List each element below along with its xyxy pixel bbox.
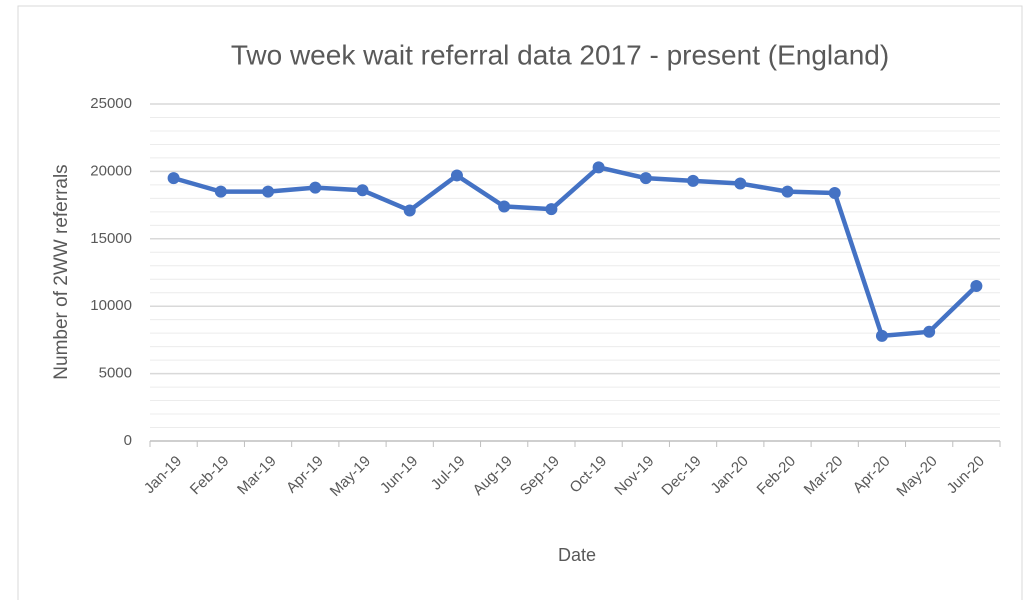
data-point [450, 169, 463, 182]
data-point [214, 185, 227, 198]
data-point [262, 185, 275, 198]
data-point [828, 186, 841, 199]
y-tick-label: 15000 [90, 230, 132, 247]
data-point [498, 200, 511, 213]
series-line [172, 165, 978, 339]
data-point [687, 174, 700, 187]
data-point [356, 184, 369, 197]
data-point [923, 325, 936, 338]
data-point [167, 172, 180, 185]
data-point [545, 203, 558, 216]
x-axis-label: Date [558, 545, 596, 565]
data-point [403, 204, 416, 217]
data-point [875, 329, 888, 342]
y-tick-label: 10000 [90, 297, 132, 314]
chart-frame [17, 5, 1023, 600]
data-point [639, 172, 652, 185]
data-point [970, 279, 983, 292]
data-point [734, 177, 747, 190]
data-point [592, 161, 605, 174]
y-tick-label: 0 [124, 432, 132, 449]
data-point [309, 181, 322, 194]
y-axis-label: Number of 2WW referrals [51, 164, 72, 379]
y-tick-label: 5000 [99, 365, 132, 382]
y-tick-label: 25000 [90, 95, 132, 112]
chart-title: Two week wait referral data 2017 - prese… [231, 39, 889, 70]
data-point [781, 185, 794, 198]
y-tick-label: 20000 [90, 162, 132, 179]
